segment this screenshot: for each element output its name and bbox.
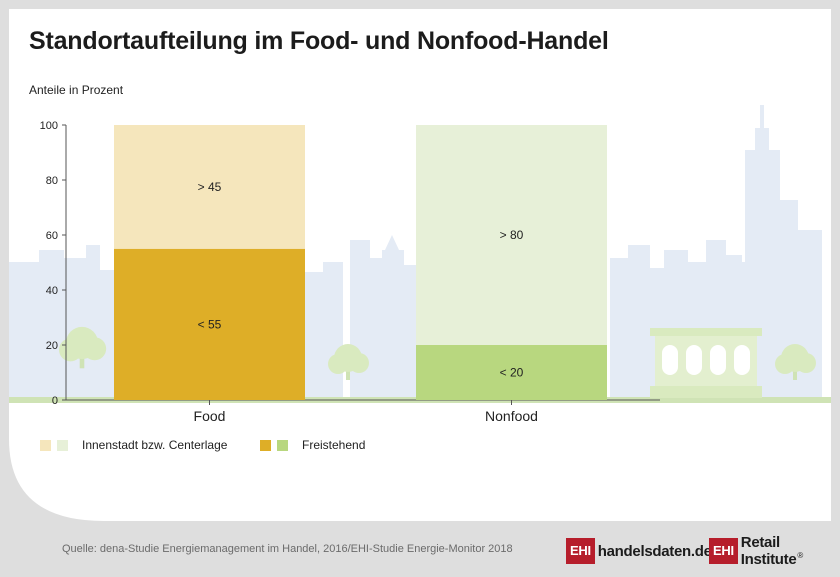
skyline-building bbox=[370, 258, 382, 400]
legend-label: Innenstadt bzw. Centerlage bbox=[82, 438, 228, 452]
skyline-building bbox=[39, 250, 64, 400]
x-axis: Food Nonfood bbox=[194, 400, 538, 424]
skyline-building bbox=[382, 250, 404, 400]
bar-segment bbox=[114, 125, 305, 249]
tree-crown bbox=[349, 353, 369, 373]
source-note: Quelle: dena-Studie Energiemanagement im… bbox=[62, 543, 513, 555]
ehi-retail-logo: EHI Retail Institute® bbox=[709, 534, 840, 568]
legend-swatch bbox=[57, 439, 68, 451]
y-tick-label: 80 bbox=[46, 175, 58, 187]
tree-crown bbox=[59, 338, 82, 362]
bar-segment bbox=[416, 125, 607, 345]
chart-title: Standortaufteilung im Food- und Nonfood-… bbox=[29, 27, 609, 55]
logo-name: Retail Institute® bbox=[740, 534, 804, 568]
y-tick-label: 40 bbox=[46, 285, 58, 297]
skyline-tower bbox=[755, 128, 769, 152]
legend-swatch bbox=[260, 439, 271, 451]
skyline-building bbox=[628, 245, 650, 400]
handelsdaten-logo: EHI handelsdaten.de bbox=[566, 538, 712, 564]
skyline-building bbox=[323, 262, 343, 400]
data-label: > 45 bbox=[198, 180, 222, 194]
tree-crown bbox=[83, 337, 107, 361]
logo-box: EHI bbox=[709, 538, 738, 564]
skyline-background bbox=[9, 105, 831, 403]
legend-item-innenstadt: Innenstadt bzw. Centerlage bbox=[40, 438, 227, 452]
data-label: < 20 bbox=[500, 366, 524, 380]
legend-item-freistehend: Freistehend bbox=[260, 438, 365, 452]
bar-segment bbox=[114, 248, 305, 400]
skyline-building bbox=[404, 265, 416, 400]
pavilion-roof bbox=[650, 328, 762, 336]
y-tick-label: 100 bbox=[40, 120, 58, 132]
skyline-roof bbox=[385, 235, 399, 250]
skyline-building bbox=[9, 262, 39, 400]
bars: < 55 > 45 < 20 > 80 bbox=[114, 125, 607, 400]
tree-crown bbox=[796, 353, 816, 373]
unit-label: Anteile in Prozent bbox=[29, 83, 124, 97]
pavilion-base bbox=[650, 386, 762, 398]
skyline-building bbox=[86, 245, 100, 400]
skyline-spire bbox=[760, 105, 764, 129]
legend-swatch bbox=[277, 439, 288, 451]
skyline-building bbox=[798, 230, 822, 400]
tree-crown bbox=[775, 354, 795, 374]
data-label: > 80 bbox=[500, 228, 524, 242]
y-tick-label: 60 bbox=[46, 230, 58, 242]
logo-name: handelsdaten.de bbox=[597, 542, 712, 560]
data-label: < 55 bbox=[198, 317, 222, 331]
pavilion-window bbox=[734, 345, 750, 375]
logo-box: EHI bbox=[566, 538, 595, 564]
category-label: Nonfood bbox=[485, 408, 538, 424]
legend-swatch bbox=[40, 439, 51, 451]
legend-label: Freistehend bbox=[302, 438, 366, 452]
tree-crown bbox=[328, 354, 348, 374]
y-tick-label: 20 bbox=[46, 340, 58, 352]
skyline-building bbox=[100, 270, 115, 400]
skyline-building bbox=[350, 240, 370, 400]
category-label: Food bbox=[194, 408, 226, 424]
pavilion-window bbox=[662, 345, 678, 375]
skyline-building bbox=[305, 272, 323, 400]
skyline-building bbox=[610, 258, 628, 400]
pavilion-window bbox=[686, 345, 702, 375]
bar-segment bbox=[416, 345, 607, 400]
card-corner-curve bbox=[9, 439, 104, 521]
pavilion-window bbox=[710, 345, 726, 375]
y-tick-label: 0 bbox=[52, 395, 58, 407]
